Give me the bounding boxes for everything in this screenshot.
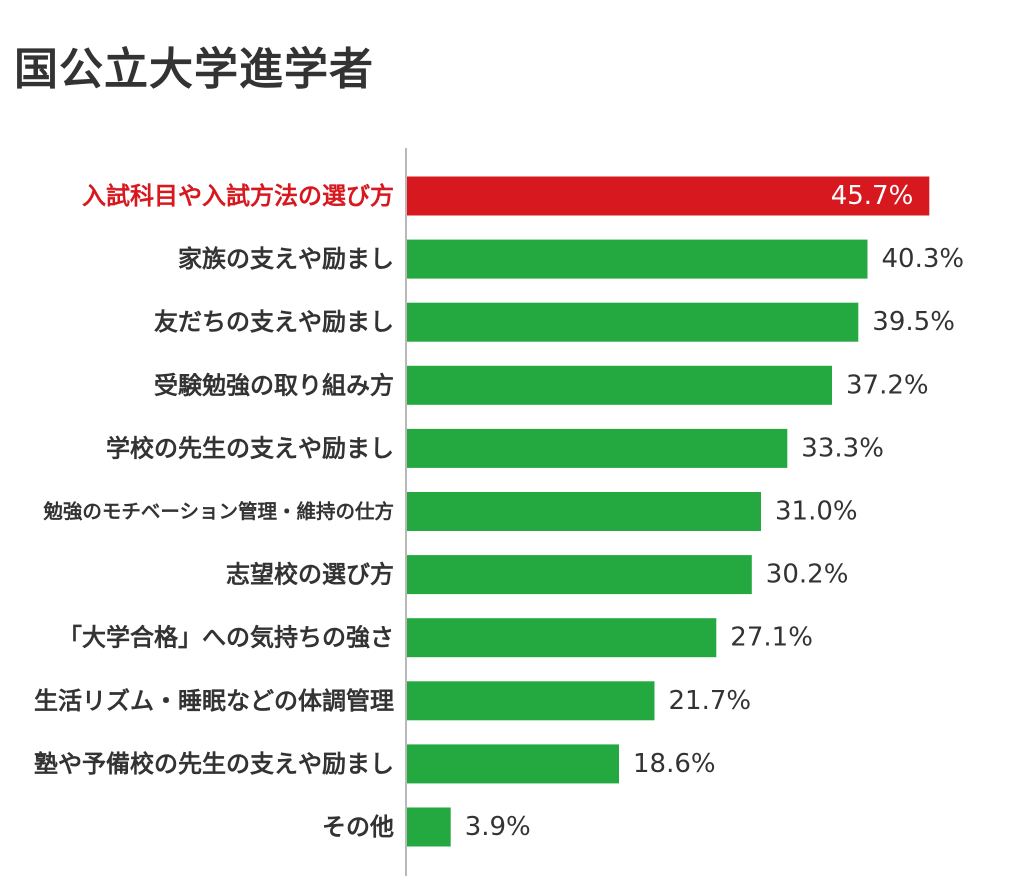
bar-10 bbox=[406, 807, 451, 847]
category-label-6: 志望校の選び方 bbox=[226, 561, 394, 589]
category-label-8: 生活リズム・睡眠などの体調管理 bbox=[34, 687, 394, 715]
value-label-8: 21.7% bbox=[669, 686, 752, 716]
bar-4 bbox=[406, 428, 788, 468]
bar-5 bbox=[406, 492, 761, 531]
value-label-5: 31.0% bbox=[775, 497, 858, 527]
page-title: 国公立大学進学者 bbox=[14, 44, 374, 95]
category-label-5: 勉強のモチベーション管理・維持の仕方 bbox=[42, 500, 394, 523]
bar-8 bbox=[406, 681, 655, 721]
category-label-2: 友だちの支えや励まし bbox=[154, 308, 394, 336]
value-label-10: 3.9% bbox=[465, 812, 531, 842]
bar-0 bbox=[406, 176, 930, 216]
value-label-1: 40.3% bbox=[882, 244, 965, 274]
value-label-4: 33.3% bbox=[801, 433, 884, 463]
value-label-2: 39.5% bbox=[872, 307, 955, 337]
value-label-7: 27.1% bbox=[730, 623, 813, 653]
category-label-7: 「大学合格」への気持ちの強さ bbox=[58, 624, 394, 652]
value-label-0: 45.7% bbox=[831, 181, 914, 211]
category-label-3: 受験勉強の取り組み方 bbox=[154, 371, 394, 399]
category-label-4: 学校の先生の支えや励まし bbox=[106, 434, 394, 462]
category-label-0: 入試科目や入試方法の選び方 bbox=[82, 182, 394, 210]
bar-3 bbox=[406, 365, 832, 405]
bar-7 bbox=[406, 618, 717, 658]
bar-1 bbox=[406, 239, 868, 279]
value-label-6: 30.2% bbox=[766, 560, 849, 590]
value-label-9: 18.6% bbox=[633, 749, 716, 779]
category-label-9: 塾や予備校の先生の支えや励まし bbox=[34, 750, 394, 778]
bar-9 bbox=[406, 744, 619, 784]
bar-2 bbox=[406, 302, 859, 342]
value-label-3: 37.2% bbox=[846, 370, 929, 400]
category-label-10: その他 bbox=[322, 813, 394, 841]
bar-6 bbox=[406, 555, 752, 595]
category-label-1: 家族の支えや励まし bbox=[178, 245, 394, 273]
